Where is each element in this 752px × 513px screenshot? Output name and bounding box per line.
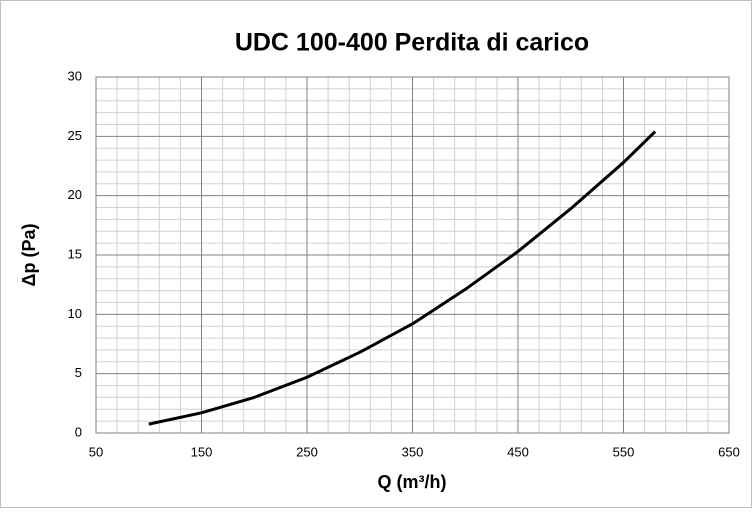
- x-tick-label: 250: [296, 444, 318, 459]
- y-tick-label: 20: [68, 187, 82, 202]
- x-tick-label: 150: [191, 444, 213, 459]
- y-tick-label: 30: [68, 68, 82, 83]
- y-tick-label: 0: [75, 424, 82, 439]
- x-tick-label: 550: [613, 444, 635, 459]
- y-tick-label: 15: [68, 246, 82, 261]
- x-tick-label: 650: [718, 444, 740, 459]
- data-line: [148, 130, 657, 426]
- x-tick-label: 350: [402, 444, 424, 459]
- x-tick-label: 50: [89, 444, 103, 459]
- y-tick-label: 25: [68, 128, 82, 143]
- x-axis-title: Q (m³/h): [378, 472, 447, 492]
- x-tick-label: 450: [507, 444, 529, 459]
- plot-border: [95, 76, 730, 434]
- y-axis-title: Δp (Pa): [19, 224, 39, 287]
- y-tick-label: 5: [75, 365, 82, 380]
- chart-title: UDC 100-400 Perdita di carico: [235, 29, 589, 57]
- y-tick-label: 10: [68, 306, 82, 321]
